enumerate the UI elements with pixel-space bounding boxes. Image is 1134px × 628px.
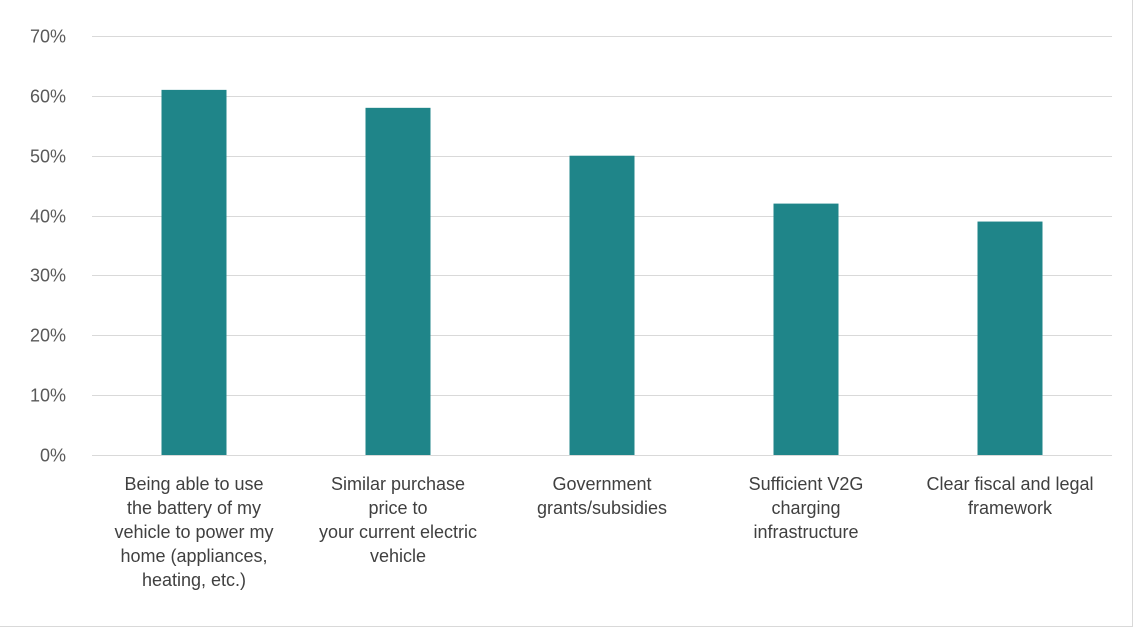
bar bbox=[773, 203, 839, 455]
category-label: Government grants/subsidies bbox=[537, 474, 667, 518]
y-tick-label: 40% bbox=[30, 207, 66, 227]
y-tick-label: 0% bbox=[40, 446, 66, 466]
y-tick-label: 20% bbox=[30, 326, 66, 346]
category-label: Similar purchase price to your current ele… bbox=[319, 474, 477, 566]
category-label: Clear fiscal and legal framework bbox=[926, 474, 1093, 518]
bar bbox=[365, 107, 431, 455]
bars bbox=[161, 89, 1043, 455]
bar bbox=[569, 155, 635, 455]
y-tick-label: 50% bbox=[30, 147, 66, 167]
y-axis-tick-labels: 0% 10% 20% 30% 40% 50% 60% 70% bbox=[30, 27, 66, 466]
category-label: Being able to use the battery of my vehicl… bbox=[114, 474, 273, 590]
category-label: Sufficient V2G charging infrastructure bbox=[749, 474, 864, 542]
y-tick-label: 70% bbox=[30, 27, 66, 47]
bar bbox=[161, 89, 227, 455]
category-labels: Being able to use the battery of my vehicl… bbox=[114, 474, 1093, 590]
y-tick-label: 60% bbox=[30, 87, 66, 107]
y-tick-label: 10% bbox=[30, 386, 66, 406]
bar bbox=[977, 221, 1043, 455]
y-tick-label: 30% bbox=[30, 266, 66, 286]
